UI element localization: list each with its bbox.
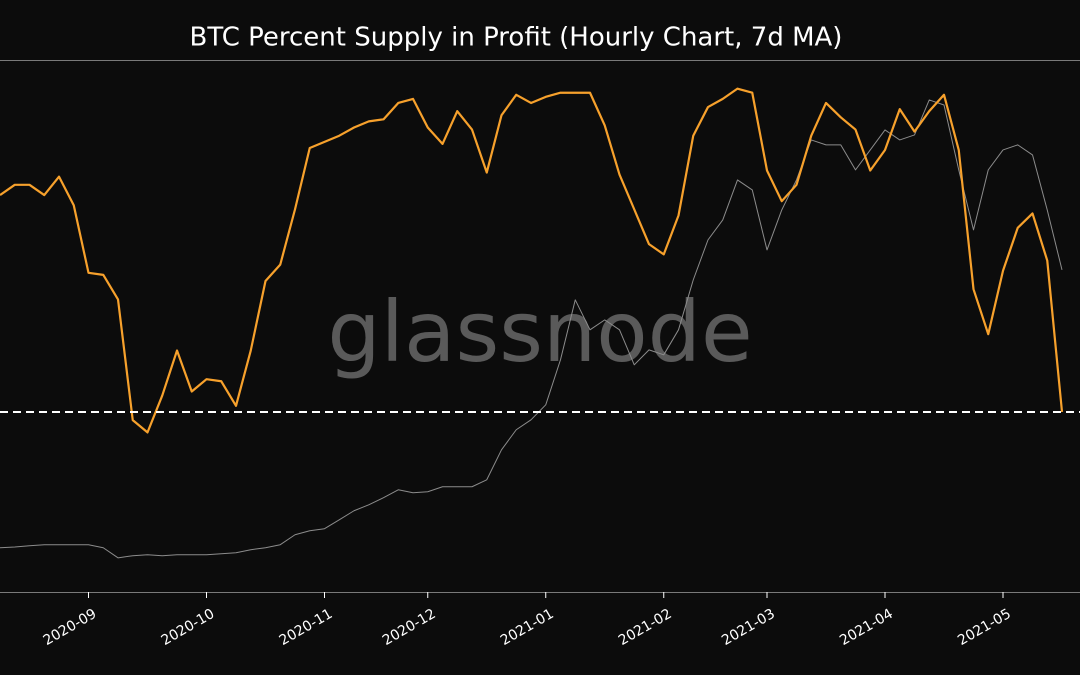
watermark: glassnode [327, 283, 752, 381]
supply-profit-line [0, 87, 1064, 434]
chart-title: BTC Percent Supply in Profit (Hourly Cha… [190, 23, 843, 53]
price-line [0, 99, 1063, 559]
